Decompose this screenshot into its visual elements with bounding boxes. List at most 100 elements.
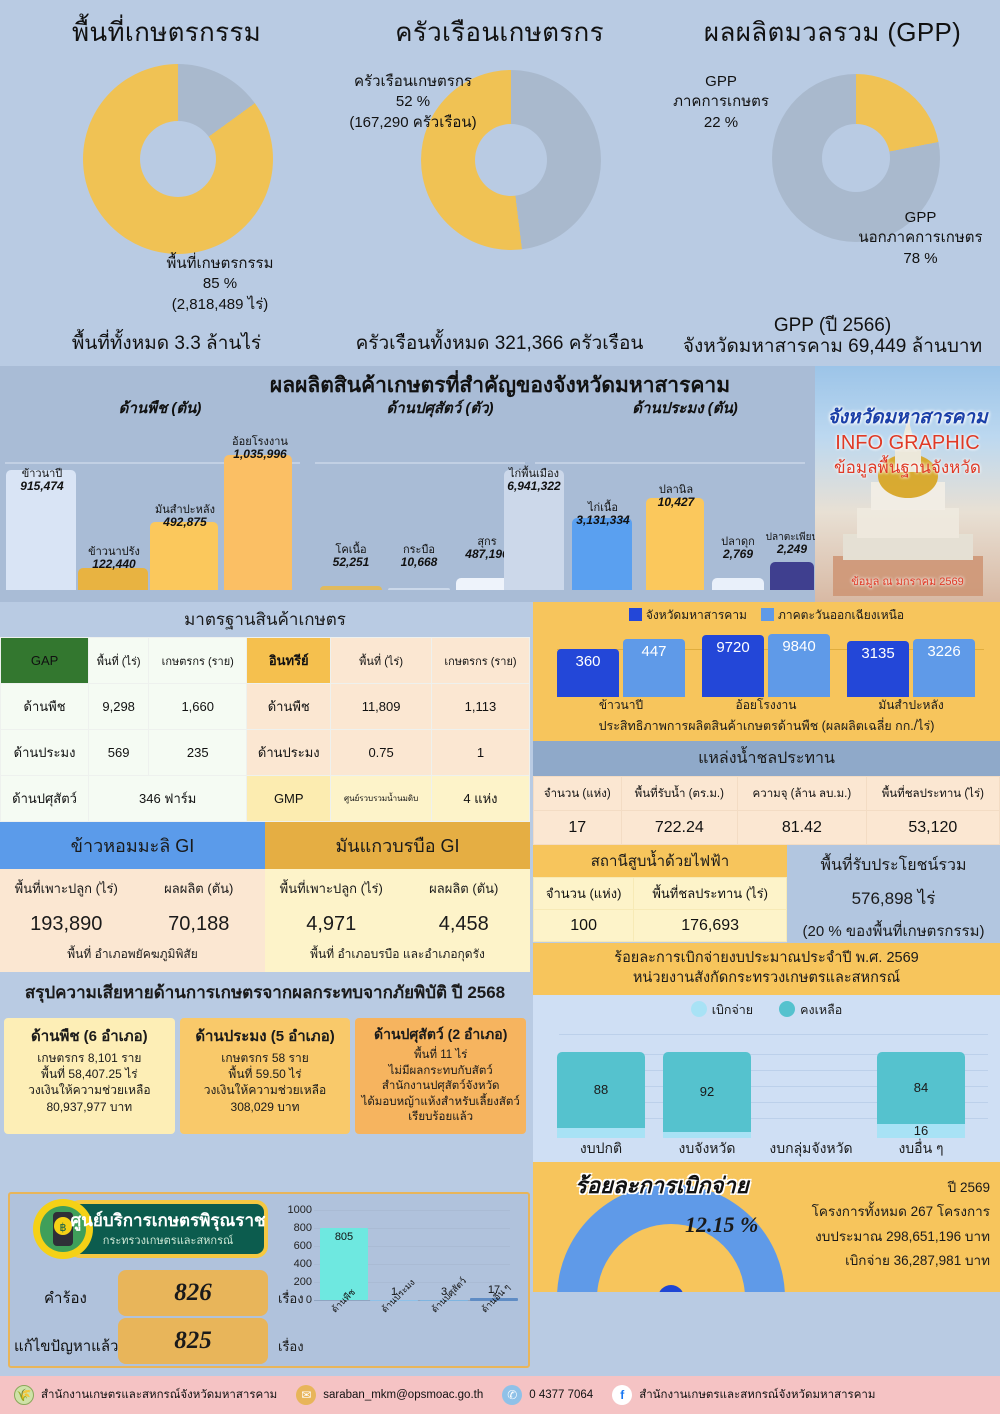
legend-dot-icon: [779, 1001, 796, 1018]
gi-right-col-yield: ผลผลิต (ตัน): [429, 881, 499, 896]
card-title: พื้นที่เกษตรกรรม: [71, 17, 262, 47]
bar-value-native-chicken: 6,941,322: [507, 479, 561, 493]
footer-facebook[interactable]: สำนักงานเกษตรและสหกรณ์จังหวัดมหาสารคาม: [639, 1389, 876, 1401]
donut-label-value: (2,818,489 ไร่): [171, 295, 269, 313]
budget-cat-normal: งบปกติ: [579, 1140, 623, 1157]
gi-jasmine-rice-block: พื้นที่เพาะปลูก (ไร่) ผลผลิต (ตัน) 193,8…: [0, 869, 265, 972]
gi-titles-row: ข้าวหอมมะลิ GI มันแกวบรบือ GI: [0, 822, 530, 869]
irr-col-area: พื้นที่ชลประทาน (ไร่): [865, 776, 1000, 811]
pump-and-benefit-row: สถานีสูบน้ำด้วยไฟฟ้า จำนวน (แห่ง) พื้นที…: [532, 845, 1000, 943]
organic-row-name: ด้านพืช: [246, 683, 332, 730]
donut-ring: [772, 74, 940, 242]
organic-row-area: 11,809: [330, 683, 432, 730]
damage-card-title: ด้านพืช (6 อำเภอ): [31, 1028, 148, 1045]
footer-phone: 0 4377 7064: [529, 1389, 594, 1401]
gi-right-note: พื้นที่ อำเภอบรบือ และอำเภอกุดรัง: [310, 947, 485, 961]
legend-label: จังหวัดมหาสารคาม: [645, 608, 747, 622]
legend-item-region: ภาคตะวันออกเฉียงเหนือ: [760, 606, 904, 625]
budget-value-other: 84: [913, 1080, 929, 1096]
pump-val-count: 100: [532, 909, 635, 942]
produce-group-label-crops: ด้านพืช (ตัน): [118, 400, 202, 417]
donut-card-agricultural-area: พื้นที่เกษตรกรรม พื้นที่เกษตรกรรม 85 % (…: [0, 0, 333, 366]
y-tick: 0: [305, 1294, 312, 1306]
card-footer-total: ครัวเรือนทั้งหมด 321,366 ครัวเรือน: [355, 333, 644, 354]
gap-row-farmer: 1,660: [148, 683, 248, 730]
bar-value-tilapia: 10,427: [657, 495, 695, 509]
mini-bar-livestock: [420, 1299, 468, 1301]
bar-label-barb-fish: ปลาตะเพียน: [765, 532, 819, 543]
irr-val-count: 17: [533, 810, 622, 845]
budget-col-province: 92: [663, 1052, 751, 1139]
budget-disbursed-other: 16: [877, 1123, 965, 1139]
budget-cat-province-group: งบกลุ่มจังหวัด: [769, 1140, 853, 1157]
gauge-projects: โครงการทั้งหมด 267 โครงการ: [811, 1204, 990, 1220]
mini-bar-value-crops: 805: [334, 1231, 354, 1243]
bar-label-buffalo: กระบือ: [402, 544, 436, 556]
bar-label-rice-second: ข้าวนาปรัง: [88, 546, 140, 558]
budget-header: ร้อยละการเบิกจ่ายงบประมาณประจำปี พ.ศ. 25…: [533, 943, 1000, 996]
grid-line: [314, 1246, 510, 1247]
grid-line: [559, 1054, 988, 1056]
svg-text:ศูนย์บริการเกษตรพิรุณราช: ศูนย์บริการเกษตรพิรุณราช: [70, 1210, 266, 1232]
donut-label-pct: 85 %: [202, 275, 238, 293]
eff-bar-cassava-province: [847, 641, 909, 697]
bar-rice-main: [6, 470, 76, 590]
bar-label-rice-main: ข้าวนาปี: [21, 468, 63, 480]
gap-col-area: พื้นที่ (ไร่): [88, 637, 150, 684]
gi-left-headers: พื้นที่เพาะปลูก (ไร่) ผลผลิต (ตัน): [0, 869, 265, 903]
gpp-nonagri-sector: นอกภาคการเกษตร: [858, 229, 983, 247]
bar-label-beef-cattle: โคเนื้อ: [335, 544, 367, 556]
gi-right-headers: พื้นที่เพาะปลูก (ไร่) ผลผลิต (ตัน): [265, 869, 530, 903]
eff-value-cassava-province: 3135: [861, 645, 895, 662]
pump-val-area: 176,693: [633, 909, 787, 942]
irr-val-catchment: 722.24: [620, 810, 739, 845]
bar-label-tilapia: ปลานิล: [658, 484, 694, 496]
organization-logo-icon: 🌾: [14, 1385, 34, 1405]
pump-table: จำนวน (แห่ง) พื้นที่ชลประทาน (ไร่) 100 1…: [532, 877, 787, 942]
y-tick: 600: [293, 1240, 312, 1252]
table-header-row: GAP พื้นที่ (ไร่) เกษตรกร (ราย) อินทรีย์…: [0, 637, 531, 684]
group-divider-fishery: [535, 462, 805, 464]
disbursement-gauge-panel: ร้อยละการเบิกจ่าย 12.15 % ปี 2569 โครงกา…: [533, 1162, 1000, 1293]
budget-remaining-province: 92: [663, 1052, 751, 1133]
service-request-label: คำร้อง: [44, 1290, 87, 1307]
facebook-icon[interactable]: f: [612, 1385, 633, 1405]
bar-cassava: [150, 522, 218, 590]
phone-icon: ✆: [502, 1385, 523, 1405]
gauge-year: ปี 2569: [947, 1180, 990, 1196]
gap-row-area: 9,298: [88, 683, 150, 730]
damage-card-title: ด้านปศุสัตว์ (2 อำเภอ): [373, 1026, 508, 1042]
pump-col-count: จำนวน (แห่ง): [532, 877, 635, 910]
legend-dot-icon: [690, 1001, 707, 1018]
footer-email[interactable]: saraban_mkm@opsmoac.go.th: [323, 1389, 484, 1401]
eff-value-cassava-region: 3226: [927, 643, 961, 660]
grid-line: [559, 1070, 988, 1072]
bar-value-broiler-chicken: 3,131,334: [576, 513, 630, 527]
grid-line: [559, 1118, 988, 1120]
damage-card-details: เกษตรกร 8,101 ราย พื้นที่ 58,407.25 ไร่ …: [28, 1051, 151, 1114]
eff-value-sugarcane-region: 9840: [782, 638, 816, 655]
svg-text:฿: ฿: [60, 1222, 67, 1234]
bar-value-pig: 487,196: [465, 547, 509, 561]
bar-label-pig: สุกร: [477, 536, 497, 548]
gi-jasmine-rice-title: ข้าวหอมมะลิ GI: [0, 822, 265, 869]
gap-livestock-name: ด้านปศุสัตว์: [0, 775, 90, 822]
donut-hole: [475, 124, 547, 196]
bar-beef-cattle: [320, 586, 382, 590]
gauge-disbursed: เบิกจ่าย 36,287,981 บาท: [845, 1253, 990, 1269]
bar-sugarcane: [224, 455, 292, 590]
mini-bar-value-fishery: 1: [390, 1286, 398, 1298]
service-center-logo: ฿ ศูนย์บริการเกษตรพิรุณราช กระทรวงเกษตรแ…: [18, 1198, 268, 1260]
produce-bars-chart: ข้าวนาปี 915,474 ข้าวนาปรัง 122,440 มันส…: [0, 422, 818, 602]
donut-chart-agricultural-area: พื้นที่เกษตรกรรม 85 % (2,818,489 ไร่): [0, 64, 333, 313]
donut-label-value: (167,290 ครัวเรือน): [349, 113, 477, 131]
bar-barb-fish: [770, 562, 814, 590]
budget-cat-other: งบอื่น ๆ: [898, 1140, 944, 1157]
damage-card-fishery: ด้านประมง (5 อำเภอ) เกษตรกร 58 ราย พื้นท…: [179, 1018, 351, 1134]
eff-value-rice-province: 360: [575, 653, 601, 670]
bar-label-cassava: มันสำปะหลัง: [155, 504, 215, 516]
table-row: ด้านพืช 9,298 1,660 ด้านพืช 11,809 1,113: [0, 683, 531, 730]
budget-value-normal: 88: [593, 1082, 609, 1098]
email-icon: ✉: [296, 1385, 317, 1405]
